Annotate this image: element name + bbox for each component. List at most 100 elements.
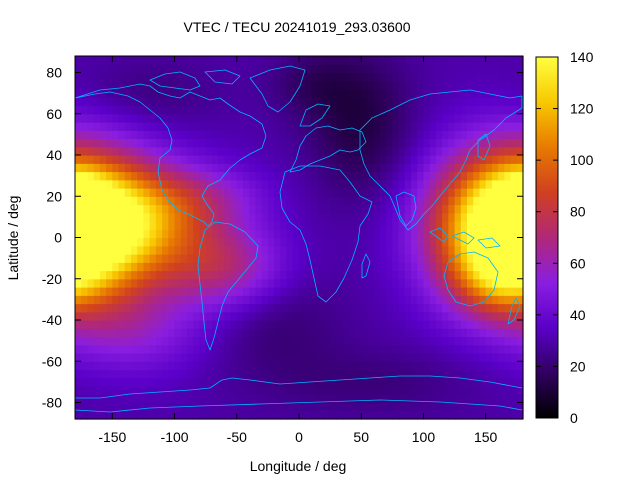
heatmap-cell — [448, 188, 456, 197]
heatmap-cell — [267, 113, 275, 123]
heatmap-cell — [429, 320, 437, 329]
heatmap-cell — [75, 179, 82, 189]
heatmap-cell — [299, 311, 306, 321]
heatmap-cell — [261, 386, 269, 395]
heatmap-cell — [292, 64, 300, 74]
heatmap-cell — [280, 295, 288, 305]
heatmap-cell — [230, 311, 238, 321]
heatmap-cell — [155, 270, 163, 280]
heatmap-cell — [199, 353, 207, 362]
heatmap-cell — [274, 287, 281, 296]
heatmap-cell — [379, 361, 387, 371]
heatmap-cell — [435, 212, 443, 222]
heatmap-cell — [299, 196, 306, 206]
heatmap-cell — [299, 270, 306, 280]
heatmap-cell — [118, 171, 126, 181]
heatmap-cell — [106, 212, 113, 222]
heatmap-cell — [305, 344, 313, 354]
heatmap-cell — [417, 97, 425, 107]
heatmap-cell — [311, 311, 319, 321]
heatmap-cell — [261, 361, 269, 371]
heatmap-cell — [230, 138, 238, 148]
heatmap-cell — [423, 64, 431, 74]
heatmap-cell — [448, 270, 456, 280]
heatmap-cell — [261, 245, 269, 255]
heatmap-cell — [317, 361, 325, 371]
heatmap-cell — [323, 377, 331, 387]
heatmap-cell — [155, 188, 163, 197]
heatmap-cell — [348, 221, 356, 230]
heatmap-cell — [280, 221, 288, 230]
heatmap-cell — [81, 80, 89, 90]
heatmap-cell — [379, 402, 387, 412]
heatmap-cell — [485, 394, 493, 404]
heatmap-cell — [336, 353, 344, 362]
heatmap-cell — [330, 89, 337, 98]
heatmap-cell — [218, 336, 225, 346]
heatmap-cell — [355, 188, 362, 197]
heatmap-cell — [211, 311, 219, 321]
heatmap-cell — [286, 171, 294, 181]
heatmap-cell — [199, 361, 207, 371]
heatmap-cell — [193, 56, 201, 65]
heatmap-cell — [106, 122, 113, 131]
heatmap-cell — [99, 155, 107, 164]
heatmap-cell — [137, 328, 145, 338]
heatmap-cell — [435, 229, 443, 239]
heatmap-cell — [193, 344, 201, 354]
heatmap-cell — [305, 245, 313, 255]
heatmap-cell — [342, 237, 350, 247]
heatmap-cell — [317, 262, 325, 272]
heatmap-cell — [411, 212, 418, 222]
heatmap-cell — [311, 113, 319, 123]
heatmap-cell — [479, 377, 487, 387]
heatmap-cell — [504, 254, 512, 263]
heatmap-cell — [305, 386, 313, 395]
heatmap-cell — [317, 402, 325, 412]
heatmap-cell — [336, 369, 344, 379]
heatmap-cell — [274, 229, 281, 239]
heatmap-cell — [93, 262, 101, 272]
heatmap-cell — [143, 245, 151, 255]
heatmap-cell — [467, 163, 474, 173]
heatmap-cell — [435, 328, 443, 338]
heatmap-cell — [93, 328, 101, 338]
heatmap-cell — [473, 97, 481, 107]
heatmap-cell — [485, 328, 493, 338]
heatmap-cell — [342, 89, 350, 98]
heatmap-cell — [454, 196, 462, 206]
heatmap-cell — [373, 328, 381, 338]
heatmap-cell — [479, 138, 487, 148]
heatmap-cell — [429, 303, 437, 313]
heatmap-cell — [187, 89, 194, 98]
heatmap-cell — [193, 386, 201, 395]
heatmap-cell — [305, 278, 313, 288]
heatmap-cell — [485, 80, 493, 90]
heatmap-cell — [423, 80, 431, 90]
heatmap-cell — [93, 113, 101, 123]
heatmap-cell — [205, 320, 213, 329]
heatmap-cell — [299, 56, 306, 65]
heatmap-cell — [143, 188, 151, 197]
heatmap-cell — [479, 410, 487, 420]
heatmap-cell — [454, 122, 462, 131]
heatmap-cell — [305, 155, 313, 164]
heatmap-cell — [330, 295, 337, 305]
heatmap-cell — [386, 122, 393, 131]
heatmap-cell — [255, 361, 263, 371]
heatmap-cell — [317, 394, 325, 404]
heatmap-cell — [99, 402, 107, 412]
heatmap-cell — [392, 344, 400, 354]
heatmap-cell — [323, 221, 331, 230]
heatmap-cell — [124, 163, 132, 173]
heatmap-cell — [473, 320, 481, 329]
heatmap-cell — [504, 97, 512, 107]
heatmap-cell — [386, 336, 393, 346]
heatmap-cell — [99, 72, 107, 82]
heatmap-cell — [516, 179, 524, 189]
heatmap-cell — [504, 105, 512, 115]
heatmap-cell — [485, 113, 493, 123]
heatmap-cell — [355, 311, 362, 321]
heatmap-cell — [131, 122, 138, 131]
heatmap-cell — [162, 270, 169, 280]
